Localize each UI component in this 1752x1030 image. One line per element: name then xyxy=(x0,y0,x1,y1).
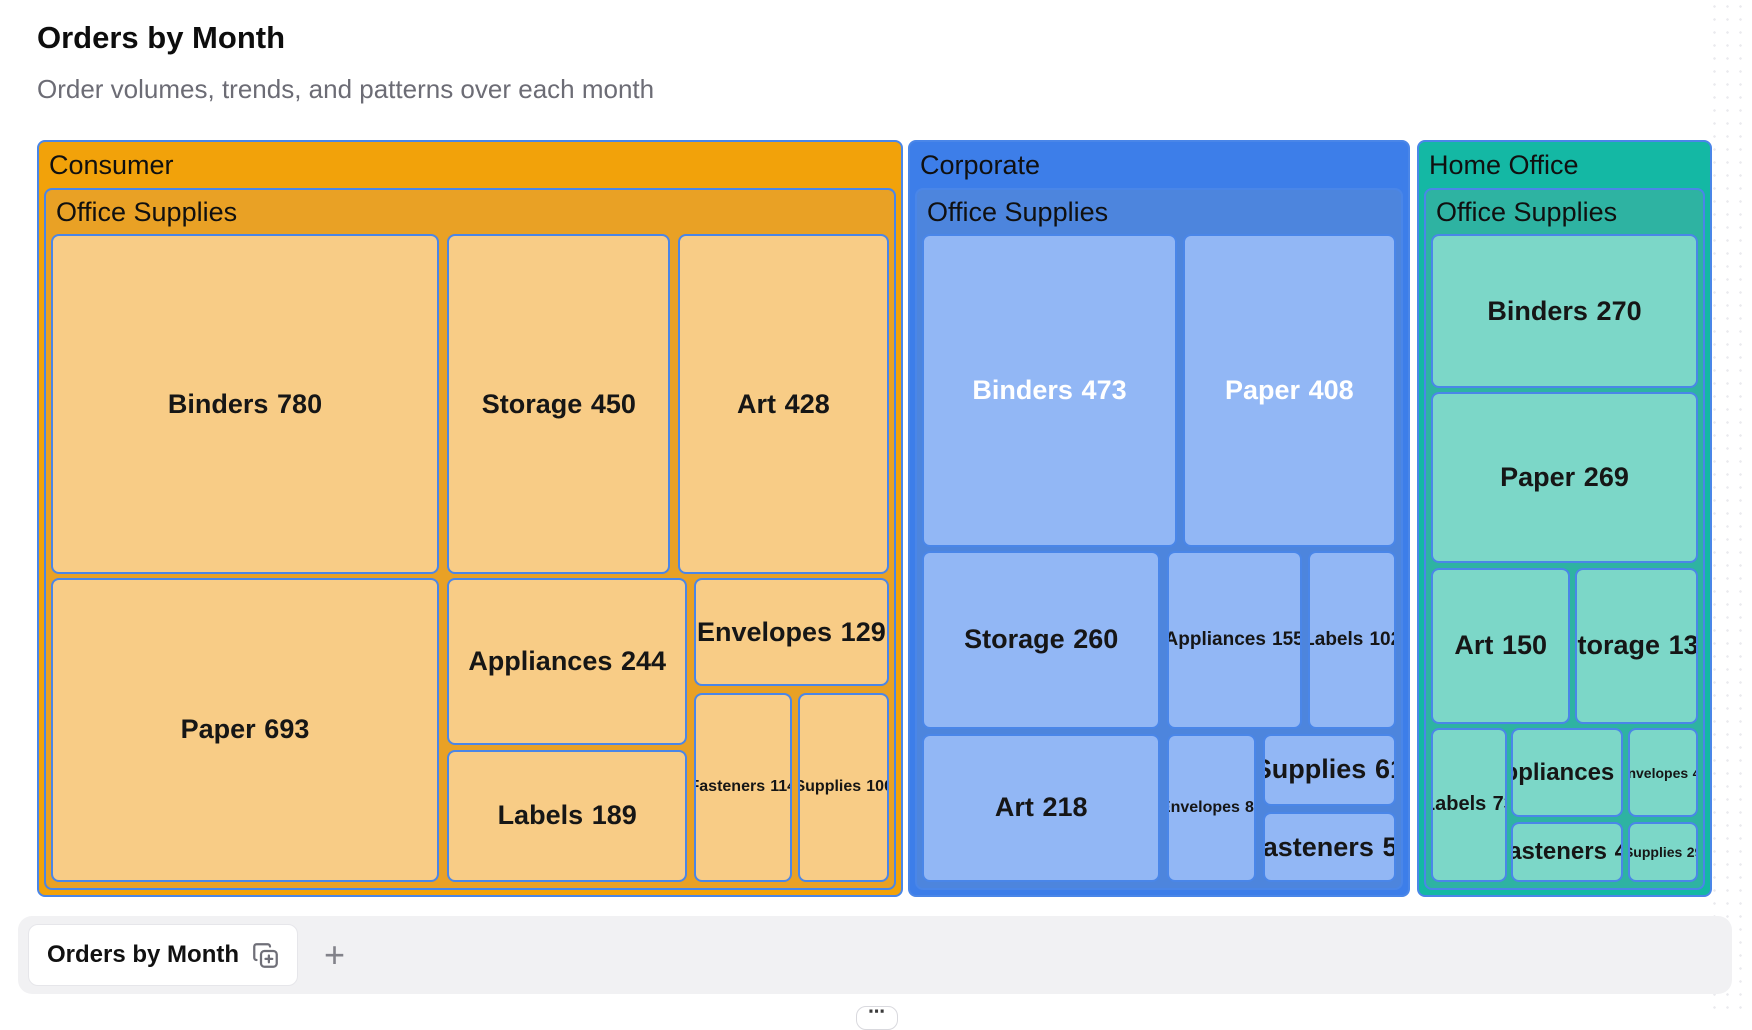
tab-label: Orders by Month xyxy=(47,941,240,968)
duplicate-tab-button[interactable] xyxy=(252,942,279,969)
treemap-section-consumer[interactable]: Consumer Office Supplies Binders 780 Stor… xyxy=(37,140,903,897)
treemap-cells-corporate: Binders 473 Paper 408 Storage 260 Appliance… xyxy=(922,234,1396,882)
cell-home-office-supplies[interactable]: Supplies29 xyxy=(1628,821,1698,882)
cell-home-office-fasteners[interactable]: Fasteners44 xyxy=(1511,821,1624,882)
treemap-cells-consumer: Binders 780 Storage 450 Art 428 Paper 693 Ap… xyxy=(51,234,889,882)
cell-home-office-paper[interactable]: Paper 269 xyxy=(1431,392,1698,563)
sheet-tab-bar: Orders by Month + xyxy=(18,916,1732,994)
cell-corporate-storage[interactable]: Storage 260 xyxy=(922,551,1161,729)
page-subtitle: Order volumes, trends, and patterns over… xyxy=(37,74,655,104)
cell-corporate-paper[interactable]: Paper 408 xyxy=(1182,234,1396,547)
cell-consumer-storage[interactable]: Storage 450 xyxy=(447,234,671,574)
section-header-home-office[interactable]: Home Office xyxy=(1429,150,1579,180)
treemap-section-home-office[interactable]: Home Office Office Supplies Binders 270 P… xyxy=(1417,140,1712,897)
cell-home-office-labels[interactable]: Labels73 xyxy=(1431,727,1507,882)
cell-home-office-appliances[interactable]: Appliances67 xyxy=(1511,727,1624,818)
cell-consumer-paper[interactable]: Paper 693 xyxy=(51,577,439,882)
subsection-consumer-office-supplies[interactable]: Office Supplies Binders 780 Storage 450 Ar… xyxy=(44,187,896,890)
section-header-consumer[interactable]: Consumer xyxy=(49,150,174,180)
cell-consumer-binders[interactable]: Binders 780 xyxy=(51,234,439,574)
cell-corporate-envelopes[interactable]: Envelopes84 xyxy=(1166,733,1257,882)
cell-corporate-fasteners[interactable]: Fasteners59 xyxy=(1262,812,1396,882)
subsection-header[interactable]: Office Supplies xyxy=(927,196,1109,227)
cell-consumer-fasteners[interactable]: Fasteners114 xyxy=(693,692,792,882)
subsection-header[interactable]: Office Supplies xyxy=(1436,196,1618,227)
add-tab-button[interactable]: + xyxy=(324,937,345,973)
cell-home-office-envelopes[interactable]: Envelopes41 xyxy=(1628,727,1698,818)
cell-home-office-art[interactable]: Art 150 xyxy=(1431,567,1571,724)
cell-corporate-binders[interactable]: Binders 473 xyxy=(922,234,1177,547)
cell-corporate-art[interactable]: Art 218 xyxy=(922,733,1161,882)
subsection-home-office-office-supplies[interactable]: Office Supplies Binders 270 Paper 269 Art 1… xyxy=(1424,187,1705,890)
section-header-corporate[interactable]: Corporate xyxy=(920,150,1041,180)
cell-consumer-labels[interactable]: Labels 189 xyxy=(447,749,688,882)
cell-consumer-envelopes[interactable]: Envelopes 129 xyxy=(693,577,889,687)
cell-consumer-appliances[interactable]: Appliances 244 xyxy=(447,577,688,745)
cell-consumer-art[interactable]: Art 428 xyxy=(677,234,889,574)
cell-corporate-appliances[interactable]: Appliances 155 xyxy=(1166,551,1302,729)
tab-orders-by-month[interactable]: Orders by Month xyxy=(28,924,299,986)
cell-corporate-supplies[interactable]: Supplies61 xyxy=(1262,733,1396,806)
cell-home-office-binders[interactable]: Binders 270 xyxy=(1431,234,1698,388)
plus-icon: + xyxy=(324,934,346,975)
overflow-handle[interactable]: ⋯ xyxy=(856,1003,898,1030)
cell-consumer-supplies[interactable]: Supplies100 xyxy=(798,692,889,882)
subsection-corporate-office-supplies[interactable]: Office Supplies Binders 473 Paper 408 Stor… xyxy=(915,187,1403,890)
copy-plus-icon xyxy=(253,942,278,968)
cell-corporate-labels[interactable]: Labels102 xyxy=(1308,551,1396,729)
cell-home-office-storage[interactable]: Storage136 xyxy=(1575,567,1698,724)
page-title: Orders by Month xyxy=(37,20,286,55)
treemap-section-corporate[interactable]: Corporate Office Supplies Binders 473 Pap… xyxy=(908,140,1410,897)
subsection-header[interactable]: Office Supplies xyxy=(56,196,238,227)
canvas-dot-pattern xyxy=(1708,0,1752,1016)
